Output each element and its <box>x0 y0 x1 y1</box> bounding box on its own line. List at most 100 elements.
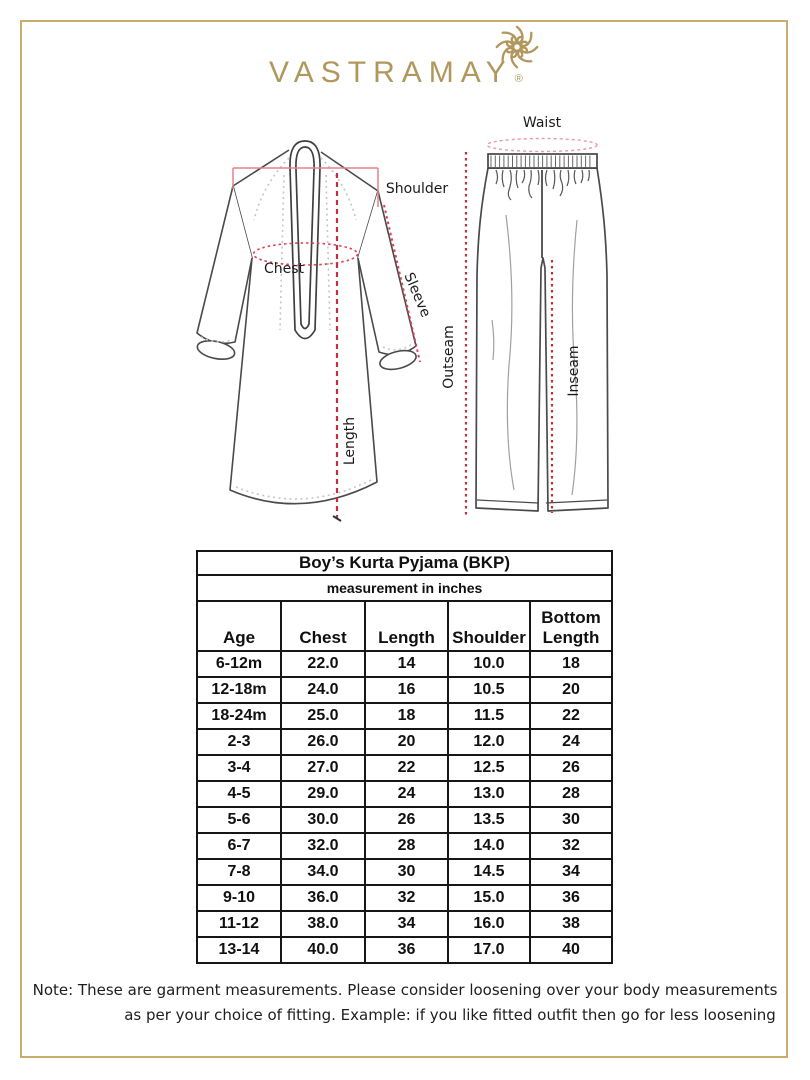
length-label: Length <box>342 416 358 466</box>
table-cell: 30 <box>528 806 614 834</box>
table-cell: 32 <box>528 832 614 860</box>
waist-measure-ellipse <box>486 137 598 153</box>
table-cell: 7-8 <box>196 858 282 886</box>
table-cell: 30.0 <box>280 806 366 834</box>
table-cell: 5-6 <box>196 806 282 834</box>
table-cell: 36.0 <box>280 884 366 912</box>
table-cell: 10.5 <box>447 676 531 704</box>
measurement-note: Note: These are garment measurements. Pl… <box>25 978 785 1028</box>
brand-name: VASTRAMAY <box>269 56 513 89</box>
table-cell: 22 <box>364 754 449 782</box>
table-cell: 13-14 <box>196 936 282 964</box>
table-cell: 18 <box>364 702 449 730</box>
table-header-row: Age Chest Length Shoulder Bottom Length <box>196 600 614 652</box>
table-cell: 34 <box>364 910 449 938</box>
table-subtitle-row: measurement in inches <box>195 574 614 602</box>
table-cell: 32 <box>364 884 449 912</box>
pyjama-cuff-lines <box>476 499 608 504</box>
table-cell: 16 <box>364 676 449 704</box>
pyjama-outline <box>475 167 609 512</box>
table-cell: 11.5 <box>447 702 531 730</box>
pyjama-wrinkles <box>491 214 578 496</box>
table-row: 2-3 26.0 20 12.0 24 <box>196 728 614 756</box>
brand-ornament-icon <box>495 25 539 69</box>
table-row: 3-4 27.0 22 12.5 26 <box>196 754 614 782</box>
length-line-tick <box>332 515 342 522</box>
shoulder-measure-bracket <box>232 167 379 207</box>
table-row: 5-6 30.0 26 13.5 30 <box>196 806 614 834</box>
table-cell: 26 <box>364 806 449 834</box>
table-cell: 38.0 <box>280 910 366 938</box>
kurta-outline <box>196 149 417 505</box>
table-cell: 14.5 <box>447 858 531 886</box>
table-cell: 27.0 <box>280 754 366 782</box>
table-cell: 2-3 <box>196 728 282 756</box>
table-cell: 30 <box>364 858 449 886</box>
table-row: 18-24m 25.0 18 11.5 22 <box>196 702 614 730</box>
table-cell: 40.0 <box>280 936 366 964</box>
table-cell: 24.0 <box>280 676 366 704</box>
table-cell: 36 <box>364 936 449 964</box>
table-cell: 40 <box>528 936 614 964</box>
table-cell: 20 <box>364 728 449 756</box>
table-cell: 18 <box>528 650 614 678</box>
table-cell: 13.5 <box>447 806 531 834</box>
table-cell: 26.0 <box>280 728 366 756</box>
table-cell: 3-4 <box>196 754 282 782</box>
shoulder-label: Shoulder <box>385 181 449 197</box>
table-cell: 22.0 <box>280 650 366 678</box>
table-cell: 9-10 <box>196 884 282 912</box>
table-cell: 16.0 <box>447 910 531 938</box>
table-row: 13-14 40.0 36 17.0 40 <box>196 936 614 964</box>
table-row: 6-7 32.0 28 14.0 32 <box>196 832 614 860</box>
table-cell: 38 <box>528 910 614 938</box>
registered-trademark: ® <box>514 73 523 85</box>
kurta-seam-stitches <box>200 157 413 500</box>
table-cell: 24 <box>364 780 449 808</box>
table-cell: 11-12 <box>196 910 282 938</box>
table-cell: 24 <box>528 728 614 756</box>
inseam-label: Inseam <box>566 345 582 397</box>
outseam-label: Outseam <box>441 325 457 389</box>
table-cell: 14.0 <box>447 832 531 860</box>
table-cell: 34 <box>528 858 614 886</box>
table-cell: 22 <box>528 702 614 730</box>
table-cell: 12.0 <box>447 728 531 756</box>
table-cell: 13.0 <box>447 780 531 808</box>
table-cell: 18-24m <box>196 702 282 730</box>
table-cell: 6-7 <box>196 832 282 860</box>
size-chart-body: 6-12m 22.0 14 10.0 18 12-18m 24.0 16 10.5 20 18-24… <box>196 650 614 964</box>
table-title-row: Boy’s Kurta Pyjama (BKP) <box>195 550 614 576</box>
table-cell: 28 <box>364 832 449 860</box>
table-cell: 12.5 <box>447 754 531 782</box>
table-cell: 17.0 <box>447 936 531 964</box>
kurta-collar <box>289 140 321 340</box>
col-header-chest: Chest <box>280 600 366 652</box>
brand-logo: VASTRAMAY ® <box>269 25 539 90</box>
table-row: 4-5 29.0 24 13.0 28 <box>196 780 614 808</box>
table-cell: 12-18m <box>196 676 282 704</box>
table-cell: 14 <box>364 650 449 678</box>
table-row: 6-12m 22.0 14 10.0 18 <box>196 650 614 678</box>
col-header-age: Age <box>196 600 282 652</box>
note-line-2: as per your choice of fitting. Example: … <box>124 1006 776 1024</box>
table-title: Boy’s Kurta Pyjama (BKP) <box>195 550 614 576</box>
table-cell: 25.0 <box>280 702 366 730</box>
size-chart-table: Boy’s Kurta Pyjama (BKP) measurement in … <box>195 550 614 964</box>
table-cell: 26 <box>528 754 614 782</box>
sleeve-measure-line <box>383 204 421 363</box>
waist-label: Waist <box>522 115 562 131</box>
table-row: 11-12 38.0 34 16.0 38 <box>196 910 614 938</box>
table-cell: 32.0 <box>280 832 366 860</box>
table-cell: 10.0 <box>447 650 531 678</box>
table-row: 7-8 34.0 30 14.5 34 <box>196 858 614 886</box>
table-cell: 36 <box>528 884 614 912</box>
waistband-hatch <box>490 155 591 167</box>
table-cell: 15.0 <box>447 884 531 912</box>
col-header-bottom-length: Bottom Length <box>528 600 614 652</box>
drawstring-gathers <box>495 169 590 201</box>
table-row: 12-18m 24.0 16 10.5 20 <box>196 676 614 704</box>
table-cell: 20 <box>528 676 614 704</box>
table-subtitle: measurement in inches <box>195 574 614 602</box>
